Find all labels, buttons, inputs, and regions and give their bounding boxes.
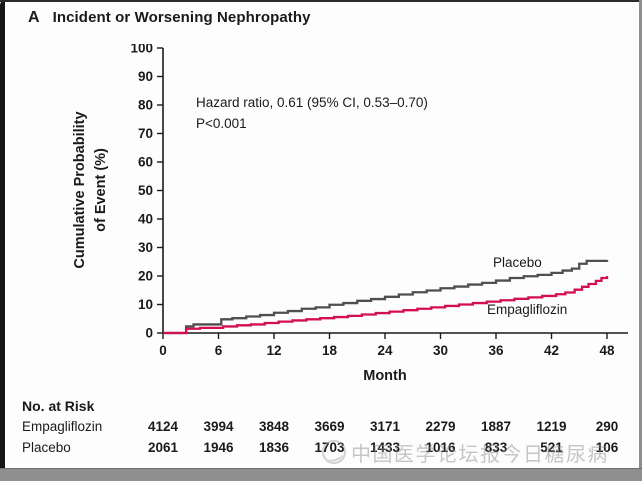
risk-count: 4124 xyxy=(147,419,179,434)
risk-row-label: Empagliflozin xyxy=(22,419,103,434)
risk-table-header: No. at Risk xyxy=(22,398,95,414)
x-tick-label: 0 xyxy=(159,343,167,358)
y-tick-label: 70 xyxy=(138,126,153,141)
risk-count: 1016 xyxy=(425,440,456,455)
placebo-curve xyxy=(163,259,609,335)
risk-count: 1946 xyxy=(203,440,234,455)
x-axis-title: Month xyxy=(363,368,407,384)
frame-edge-bottom xyxy=(0,468,642,481)
risk-count: 3994 xyxy=(203,419,234,434)
risk-count: 290 xyxy=(595,419,619,434)
x-tick-label: 30 xyxy=(433,343,448,358)
risk-count: 3171 xyxy=(369,419,401,434)
empagliflozin-curve-label: Empagliflozin xyxy=(487,302,568,317)
risk-table-row-placebo: Placebo 2061 1946 1836 1703 1433 1016 833 521 10… xyxy=(0,440,642,458)
panel-letter: A xyxy=(28,9,40,26)
x-tick-label: 48 xyxy=(599,343,615,358)
x-tick-label: 42 xyxy=(544,343,559,358)
x-tick-label: 24 xyxy=(377,343,393,358)
risk-count: 1703 xyxy=(314,440,345,455)
frame-edge-top xyxy=(0,0,642,2)
risk-count: 1836 xyxy=(258,440,290,455)
y-tick-label: 20 xyxy=(138,269,153,284)
risk-table-row-empagliflozin: Empagliflozin 4124 3994 3848 3669 3171 2279 18… xyxy=(0,419,642,437)
y-axis-title: Cumulative Probability of Event (%) xyxy=(70,40,114,340)
risk-count: 2061 xyxy=(147,440,179,455)
hazard-ratio-annotation: Hazard ratio, 0.61 (95% CI, 0.53–0.70) P… xyxy=(196,92,428,134)
y-tick-label: 80 xyxy=(138,98,153,113)
x-tick-label: 12 xyxy=(266,343,281,358)
risk-count: 3848 xyxy=(258,419,290,434)
risk-count: 3669 xyxy=(314,419,345,434)
panel-titlebar: A Incident or Worsening Nephropathy xyxy=(28,9,311,27)
placebo-curve-label: Placebo xyxy=(493,255,542,270)
risk-row-label: Placebo xyxy=(22,440,71,455)
panel-title: Incident or Worsening Nephropathy xyxy=(52,9,311,26)
y-tick-label: 100 xyxy=(130,44,153,56)
y-tick-label: 10 xyxy=(138,297,153,312)
y-tick-label: 50 xyxy=(138,183,153,198)
y-tick-label: 0 xyxy=(145,326,153,341)
y-tick-label: 90 xyxy=(138,69,153,84)
frame-edge-left xyxy=(0,0,5,481)
y-tick-label: 40 xyxy=(138,212,153,227)
empagliflozin-curve xyxy=(163,276,609,335)
y-tick-label: 60 xyxy=(138,155,153,170)
y-axis-title-line2: of Event (%) xyxy=(93,148,109,232)
risk-count: 1887 xyxy=(480,419,512,434)
y-tick-label: 30 xyxy=(138,240,153,255)
x-tick-label: 6 xyxy=(215,343,223,358)
risk-count: 1219 xyxy=(536,419,567,434)
x-tick-label: 36 xyxy=(488,343,504,358)
risk-count: 2279 xyxy=(425,419,456,434)
risk-count: 521 xyxy=(540,440,563,455)
hazard-ratio-text: Hazard ratio, 0.61 (95% CI, 0.53–0.70) xyxy=(196,95,428,110)
survival-curve-plot: 0 10 20 30 40 50 60 70 80 90 100 0 6 12 18 24 30 36 42 48 xyxy=(130,44,628,358)
risk-count: 833 xyxy=(484,440,508,455)
y-axis-title-line1: Cumulative Probability xyxy=(72,111,88,269)
risk-count: 106 xyxy=(595,440,619,455)
frame-edge-right xyxy=(639,0,642,481)
p-value-text: P<0.001 xyxy=(196,116,247,131)
risk-count: 1433 xyxy=(369,440,401,455)
x-tick-label: 18 xyxy=(322,343,338,358)
